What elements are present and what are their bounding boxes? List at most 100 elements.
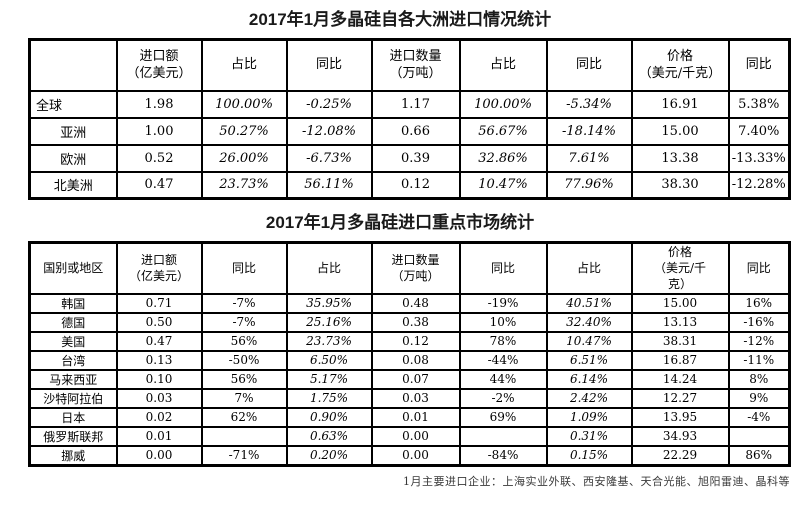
value-cell: 32.40% bbox=[545, 311, 633, 333]
continent-table-title: 2017年1月多晶硅自各大洲进口情况统计 bbox=[248, 10, 552, 29]
column-header bbox=[28, 38, 118, 92]
market-import-table: 国别或地区 进口额 （亿美元） 同比 占比 进口数量 （万吨） 同比 占比 价格 （美元/千 … bbox=[28, 241, 791, 467]
value-cell: 0.03 bbox=[370, 387, 461, 409]
continent-table-header: 进口额 （亿美元） 占比 同比 进口数量 （万吨） 占比 同比 价格 （美元/千克） 同比 bbox=[28, 38, 791, 92]
value-cell: 0.31% bbox=[545, 425, 633, 447]
value-cell: 15.00 bbox=[630, 292, 730, 314]
value-cell: 0.00 bbox=[370, 425, 461, 447]
value-cell: 23.73% bbox=[285, 330, 373, 352]
column-header: 占比 bbox=[458, 38, 548, 92]
value-cell: 56.11% bbox=[285, 170, 373, 200]
region-cell: 韩国 bbox=[28, 292, 118, 314]
value-cell: 0.20% bbox=[285, 444, 373, 467]
table-row: 韩国 0.71 -7% 35.95% 0.48 -19% 40.51% 15.00 16% bbox=[28, 292, 791, 314]
column-header: 同比 bbox=[285, 38, 373, 92]
value-cell: 38.31 bbox=[630, 330, 730, 352]
value-cell: 10% bbox=[458, 311, 548, 333]
value-cell: 0.47 bbox=[115, 330, 203, 352]
column-header: 同比 bbox=[200, 241, 288, 295]
value-cell: 7.40% bbox=[727, 116, 791, 146]
value-cell: 6.50% bbox=[285, 349, 373, 371]
table-row: 马来西亚 0.10 56% 5.17% 0.07 44% 6.14% 14.24 8% bbox=[28, 368, 791, 390]
region-cell: 日本 bbox=[28, 406, 118, 428]
value-cell: -0.25% bbox=[285, 89, 373, 119]
column-header: 价格 （美元/千克） bbox=[630, 38, 730, 92]
region-cell: 全球 bbox=[28, 89, 118, 119]
value-cell: 0.13 bbox=[115, 349, 203, 371]
value-cell: 0.38 bbox=[370, 311, 461, 333]
value-cell: 8% bbox=[727, 368, 791, 390]
column-header: 进口额 （亿美元） bbox=[115, 241, 203, 295]
region-cell: 马来西亚 bbox=[28, 368, 118, 390]
value-cell: 0.15% bbox=[545, 444, 633, 467]
value-cell: 10.47% bbox=[545, 330, 633, 352]
region-cell: 美国 bbox=[28, 330, 118, 352]
region-cell: 沙特阿拉伯 bbox=[28, 387, 118, 409]
value-cell bbox=[727, 425, 791, 447]
value-cell: -7% bbox=[200, 311, 288, 333]
value-cell: 10.47% bbox=[458, 170, 548, 200]
value-cell: 2.42% bbox=[545, 387, 633, 409]
value-cell: 7% bbox=[200, 387, 288, 409]
value-cell: 0.71 bbox=[115, 292, 203, 314]
value-cell: 6.51% bbox=[545, 349, 633, 371]
value-cell: -5.34% bbox=[545, 89, 633, 119]
value-cell: 38.30 bbox=[630, 170, 730, 200]
region-cell: 亚洲 bbox=[28, 116, 118, 146]
value-cell: 0.07 bbox=[370, 368, 461, 390]
value-cell: -2% bbox=[458, 387, 548, 409]
value-cell: -4% bbox=[727, 406, 791, 428]
continent-table-body: 全球 1.98 100.00% -0.25% 1.17 100.00% -5.34% 16.9… bbox=[28, 89, 791, 200]
value-cell: 62% bbox=[200, 406, 288, 428]
value-cell: 56% bbox=[200, 330, 288, 352]
table-row: 俄罗斯联邦 0.01 0.63% 0.00 0.31% 34.93 bbox=[28, 425, 791, 447]
value-cell: 13.13 bbox=[630, 311, 730, 333]
table-row: 北美洲 0.47 23.73% 56.11% 0.12 10.47% 77.96% 38.30… bbox=[28, 170, 791, 200]
value-cell: 1.09% bbox=[545, 406, 633, 428]
value-cell: -16% bbox=[727, 311, 791, 333]
column-header: 国别或地区 bbox=[28, 241, 118, 295]
value-cell: -19% bbox=[458, 292, 548, 314]
value-cell: 44% bbox=[458, 368, 548, 390]
market-table-header: 国别或地区 进口额 （亿美元） 同比 占比 进口数量 （万吨） 同比 占比 价格 （美元/千 … bbox=[28, 241, 791, 295]
value-cell: 25.16% bbox=[285, 311, 373, 333]
market-table-body: 韩国 0.71 -7% 35.95% 0.48 -19% 40.51% 15.00 16% 德国 0… bbox=[28, 292, 791, 467]
value-cell: 15.00 bbox=[630, 116, 730, 146]
value-cell: 77.96% bbox=[545, 170, 633, 200]
value-cell: 69% bbox=[458, 406, 548, 428]
table-row: 日本 0.02 62% 0.90% 0.01 69% 1.09% 13.95 -4% bbox=[28, 406, 791, 428]
value-cell: 0.02 bbox=[115, 406, 203, 428]
value-cell: 100.00% bbox=[458, 89, 548, 119]
value-cell: 0.12 bbox=[370, 330, 461, 352]
value-cell: -44% bbox=[458, 349, 548, 371]
value-cell: 26.00% bbox=[200, 143, 288, 173]
column-header: 占比 bbox=[285, 241, 373, 295]
value-cell: 1.75% bbox=[285, 387, 373, 409]
value-cell: 16.87 bbox=[630, 349, 730, 371]
value-cell: 86% bbox=[727, 444, 791, 467]
value-cell: 0.00 bbox=[370, 444, 461, 467]
value-cell: -12.28% bbox=[727, 170, 791, 200]
value-cell: 0.01 bbox=[370, 406, 461, 428]
value-cell: 50.27% bbox=[200, 116, 288, 146]
value-cell: 12.27 bbox=[630, 387, 730, 409]
value-cell: 0.63% bbox=[285, 425, 373, 447]
value-cell: -71% bbox=[200, 444, 288, 467]
value-cell: 1.00 bbox=[115, 116, 203, 146]
column-header: 价格 （美元/千 克） bbox=[630, 241, 730, 295]
value-cell: 0.10 bbox=[115, 368, 203, 390]
table-row: 台湾 0.13 -50% 6.50% 0.08 -44% 6.51% 16.87 -11% bbox=[28, 349, 791, 371]
value-cell: 0.01 bbox=[115, 425, 203, 447]
region-cell: 俄罗斯联邦 bbox=[28, 425, 118, 447]
column-header: 同比 bbox=[727, 38, 791, 92]
value-cell: 9% bbox=[727, 387, 791, 409]
value-cell: -12% bbox=[727, 330, 791, 352]
value-cell: 0.47 bbox=[115, 170, 203, 200]
value-cell: -11% bbox=[727, 349, 791, 371]
value-cell bbox=[200, 425, 288, 447]
column-header: 同比 bbox=[545, 38, 633, 92]
value-cell: 100.00% bbox=[200, 89, 288, 119]
value-cell: -84% bbox=[458, 444, 548, 467]
table-row: 全球 1.98 100.00% -0.25% 1.17 100.00% -5.34% 16.9… bbox=[28, 89, 791, 119]
